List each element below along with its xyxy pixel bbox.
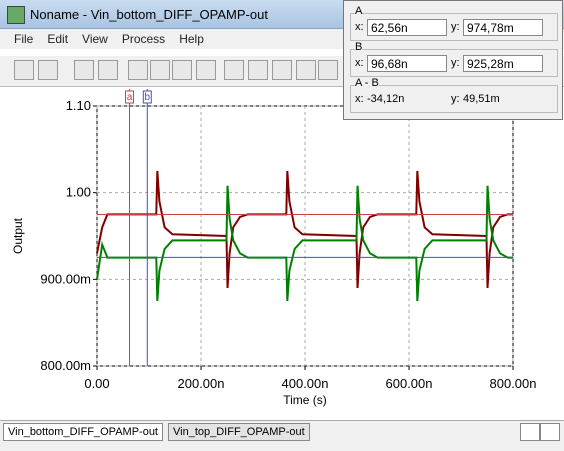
x-tick-label: 0.00 bbox=[84, 376, 109, 391]
x-tick-label: 400.00n bbox=[282, 376, 329, 391]
toolbar-button[interactable] bbox=[196, 60, 216, 80]
y-axis-label: Output bbox=[11, 217, 25, 254]
x-prefix: x: bbox=[355, 93, 364, 105]
series-line bbox=[96, 185, 513, 302]
menu-item[interactable]: View bbox=[82, 32, 108, 46]
x-tick-label: 200.00n bbox=[178, 376, 225, 391]
y-tick-label: 900.00m bbox=[40, 271, 91, 286]
toolbar-button[interactable] bbox=[98, 60, 118, 80]
group-title: B bbox=[355, 41, 363, 53]
scroll-right[interactable] bbox=[540, 423, 560, 441]
x-value: -34,12n bbox=[367, 93, 405, 105]
toolbar-button[interactable] bbox=[14, 60, 34, 80]
x-value: 62,56n bbox=[367, 19, 447, 36]
toolbar-button[interactable] bbox=[128, 60, 148, 80]
y-value: 49,51m bbox=[463, 93, 500, 105]
toolbar-button[interactable] bbox=[224, 60, 244, 80]
scroll-left[interactable] bbox=[520, 423, 540, 441]
toolbar-button[interactable] bbox=[74, 60, 94, 80]
toolbar-button[interactable] bbox=[272, 60, 292, 80]
y-prefix: y: bbox=[451, 93, 460, 105]
toolbar-button[interactable] bbox=[38, 60, 58, 80]
toolbar-button[interactable] bbox=[318, 60, 338, 80]
window-title: Noname - Vin_bottom_DIFF_OPAMP-out bbox=[30, 7, 268, 22]
menu-item[interactable]: Process bbox=[121, 32, 166, 46]
cursor-group: A - B x: y: -34,12n 49,51m bbox=[350, 77, 558, 113]
menu-item[interactable]: Edit bbox=[47, 32, 69, 46]
menu-item[interactable]: File bbox=[14, 32, 34, 46]
y-tick-label: 1.00 bbox=[66, 185, 91, 200]
cursor-handle bbox=[125, 90, 135, 104]
group-title: A bbox=[355, 5, 363, 17]
toolbar-button[interactable] bbox=[172, 60, 192, 80]
x-prefix: x: bbox=[355, 21, 364, 33]
cursor-name: b bbox=[144, 92, 150, 103]
tab-bar: Vin_bottom_DIFF_OPAMP-out Vin_top_DIFF_OP… bbox=[0, 420, 564, 451]
tab[interactable]: Vin_top_DIFF_OPAMP-out bbox=[168, 423, 310, 441]
tab[interactable]: Vin_bottom_DIFF_OPAMP-out bbox=[3, 423, 163, 441]
x-tick-label: 600.00n bbox=[386, 376, 433, 391]
x-axis-label: Time (s) bbox=[283, 393, 327, 407]
toolbar-button[interactable] bbox=[296, 60, 316, 80]
y-prefix: y: bbox=[451, 57, 460, 69]
menu-item[interactable]: Help bbox=[179, 32, 204, 46]
group-title: A - B bbox=[355, 77, 379, 89]
cursor-handle bbox=[142, 90, 152, 104]
y-value: 925,28m bbox=[463, 55, 543, 72]
toolbar-button[interactable] bbox=[150, 60, 170, 80]
chart: 800.00m 900.00m 1.00 1.10 0.00 200.00n 400.00n… bbox=[11, 89, 537, 407]
x-prefix: x: bbox=[355, 57, 364, 69]
cursor-name: a bbox=[127, 92, 133, 103]
x-value: 96,68n bbox=[367, 55, 447, 72]
app-icon bbox=[7, 6, 25, 24]
x-tick-label: 800.00n bbox=[490, 376, 537, 391]
y-value: 974,78m bbox=[463, 19, 543, 36]
toolbar-button[interactable] bbox=[248, 60, 268, 80]
y-tick-label: 800.00m bbox=[40, 358, 91, 373]
y-tick-label: 1.10 bbox=[66, 98, 91, 113]
y-prefix: y: bbox=[451, 21, 460, 33]
